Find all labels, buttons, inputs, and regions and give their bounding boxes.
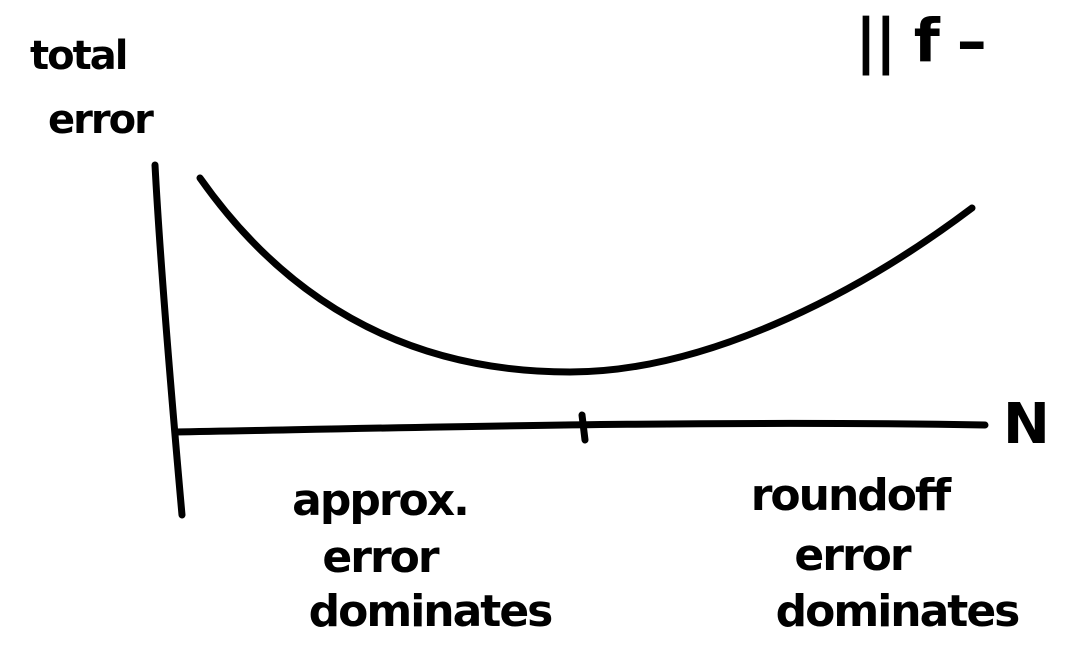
x-label: N	[1003, 392, 1048, 457]
region-label-line: error	[794, 530, 911, 581]
y-axis	[151, 161, 186, 519]
axis-tick	[578, 411, 589, 444]
y-label-line: total	[30, 33, 126, 79]
region-label-line: dominates	[309, 586, 553, 637]
x-axis	[171, 419, 989, 436]
region-label-line: dominates	[776, 586, 1020, 637]
region-label-line: error	[322, 532, 439, 583]
y-label-line: error	[48, 97, 154, 143]
region-label-line: roundoff	[751, 470, 952, 521]
region-label-line: approx.	[292, 475, 468, 526]
corner-text: || f –	[855, 7, 985, 77]
error-curve	[196, 174, 976, 376]
